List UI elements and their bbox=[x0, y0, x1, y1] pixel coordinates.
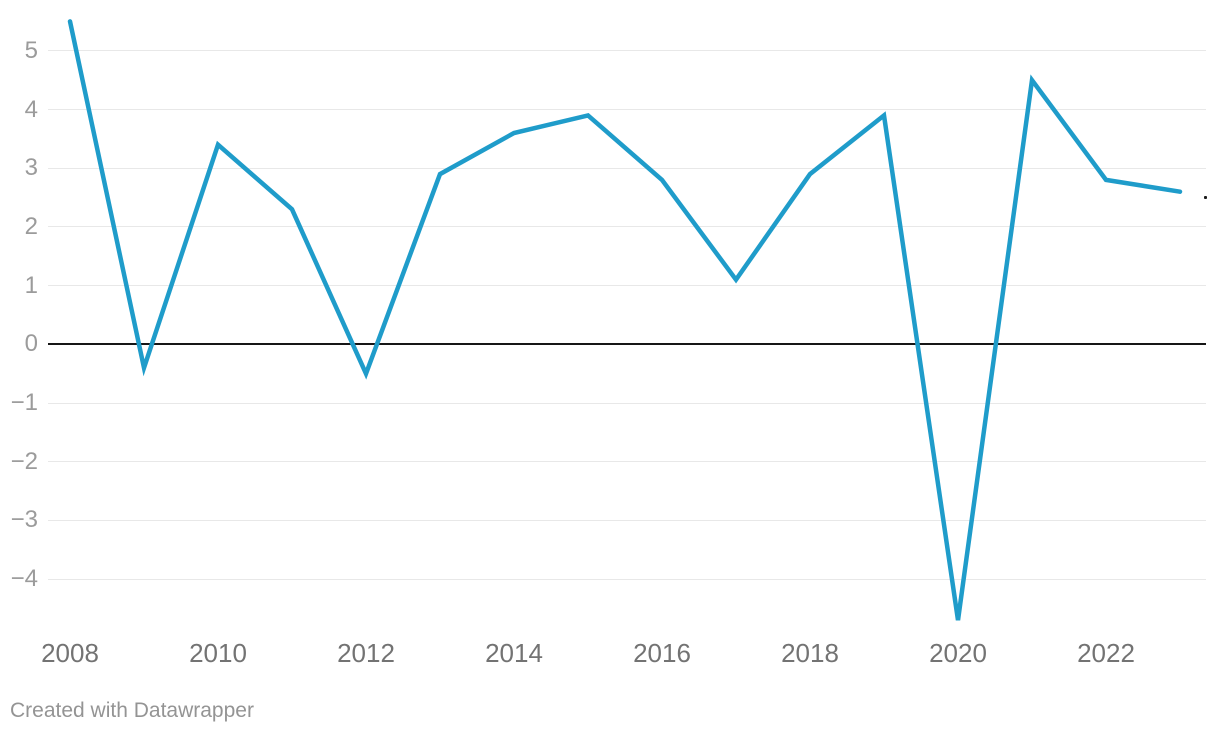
x-tick-label: 2016 bbox=[633, 638, 691, 668]
gridline bbox=[48, 167, 1206, 169]
gridline bbox=[48, 461, 1206, 463]
x-tick-label: 2010 bbox=[189, 638, 247, 668]
stray-dot bbox=[1204, 196, 1207, 199]
x-tick-label: 2008 bbox=[41, 638, 99, 668]
y-tick-label: −1 bbox=[10, 389, 38, 416]
y-tick-label: 5 bbox=[24, 36, 38, 64]
gridline bbox=[48, 109, 1206, 110]
x-tick-label: 2020 bbox=[929, 638, 987, 668]
gridline bbox=[48, 519, 1206, 521]
x-tick-label: 2012 bbox=[337, 638, 395, 668]
y-tick-label: 4 bbox=[24, 95, 38, 123]
y-tick-label: 0 bbox=[24, 330, 38, 358]
gridline bbox=[48, 50, 1206, 52]
x-tick-label: 2022 bbox=[1077, 638, 1135, 668]
gridline bbox=[48, 226, 1206, 228]
data-line bbox=[67, 19, 1183, 621]
x-tick-label: 2014 bbox=[485, 638, 543, 668]
datawrapper-attribution[interactable]: Created with Datawrapper bbox=[10, 699, 254, 722]
y-tick-label: −2 bbox=[10, 447, 38, 475]
y-tick-label: 3 bbox=[24, 154, 38, 182]
gridline bbox=[48, 578, 1206, 580]
y-tick-label: 2 bbox=[24, 212, 38, 240]
y-tick-label: −4 bbox=[10, 565, 38, 593]
zero-baseline bbox=[48, 343, 1206, 346]
gridline bbox=[48, 285, 1206, 287]
gridline bbox=[48, 402, 1206, 404]
y-tick-label: −3 bbox=[10, 506, 38, 534]
x-tick-label: 2018 bbox=[781, 638, 839, 668]
y-tick-label: 1 bbox=[24, 271, 38, 299]
